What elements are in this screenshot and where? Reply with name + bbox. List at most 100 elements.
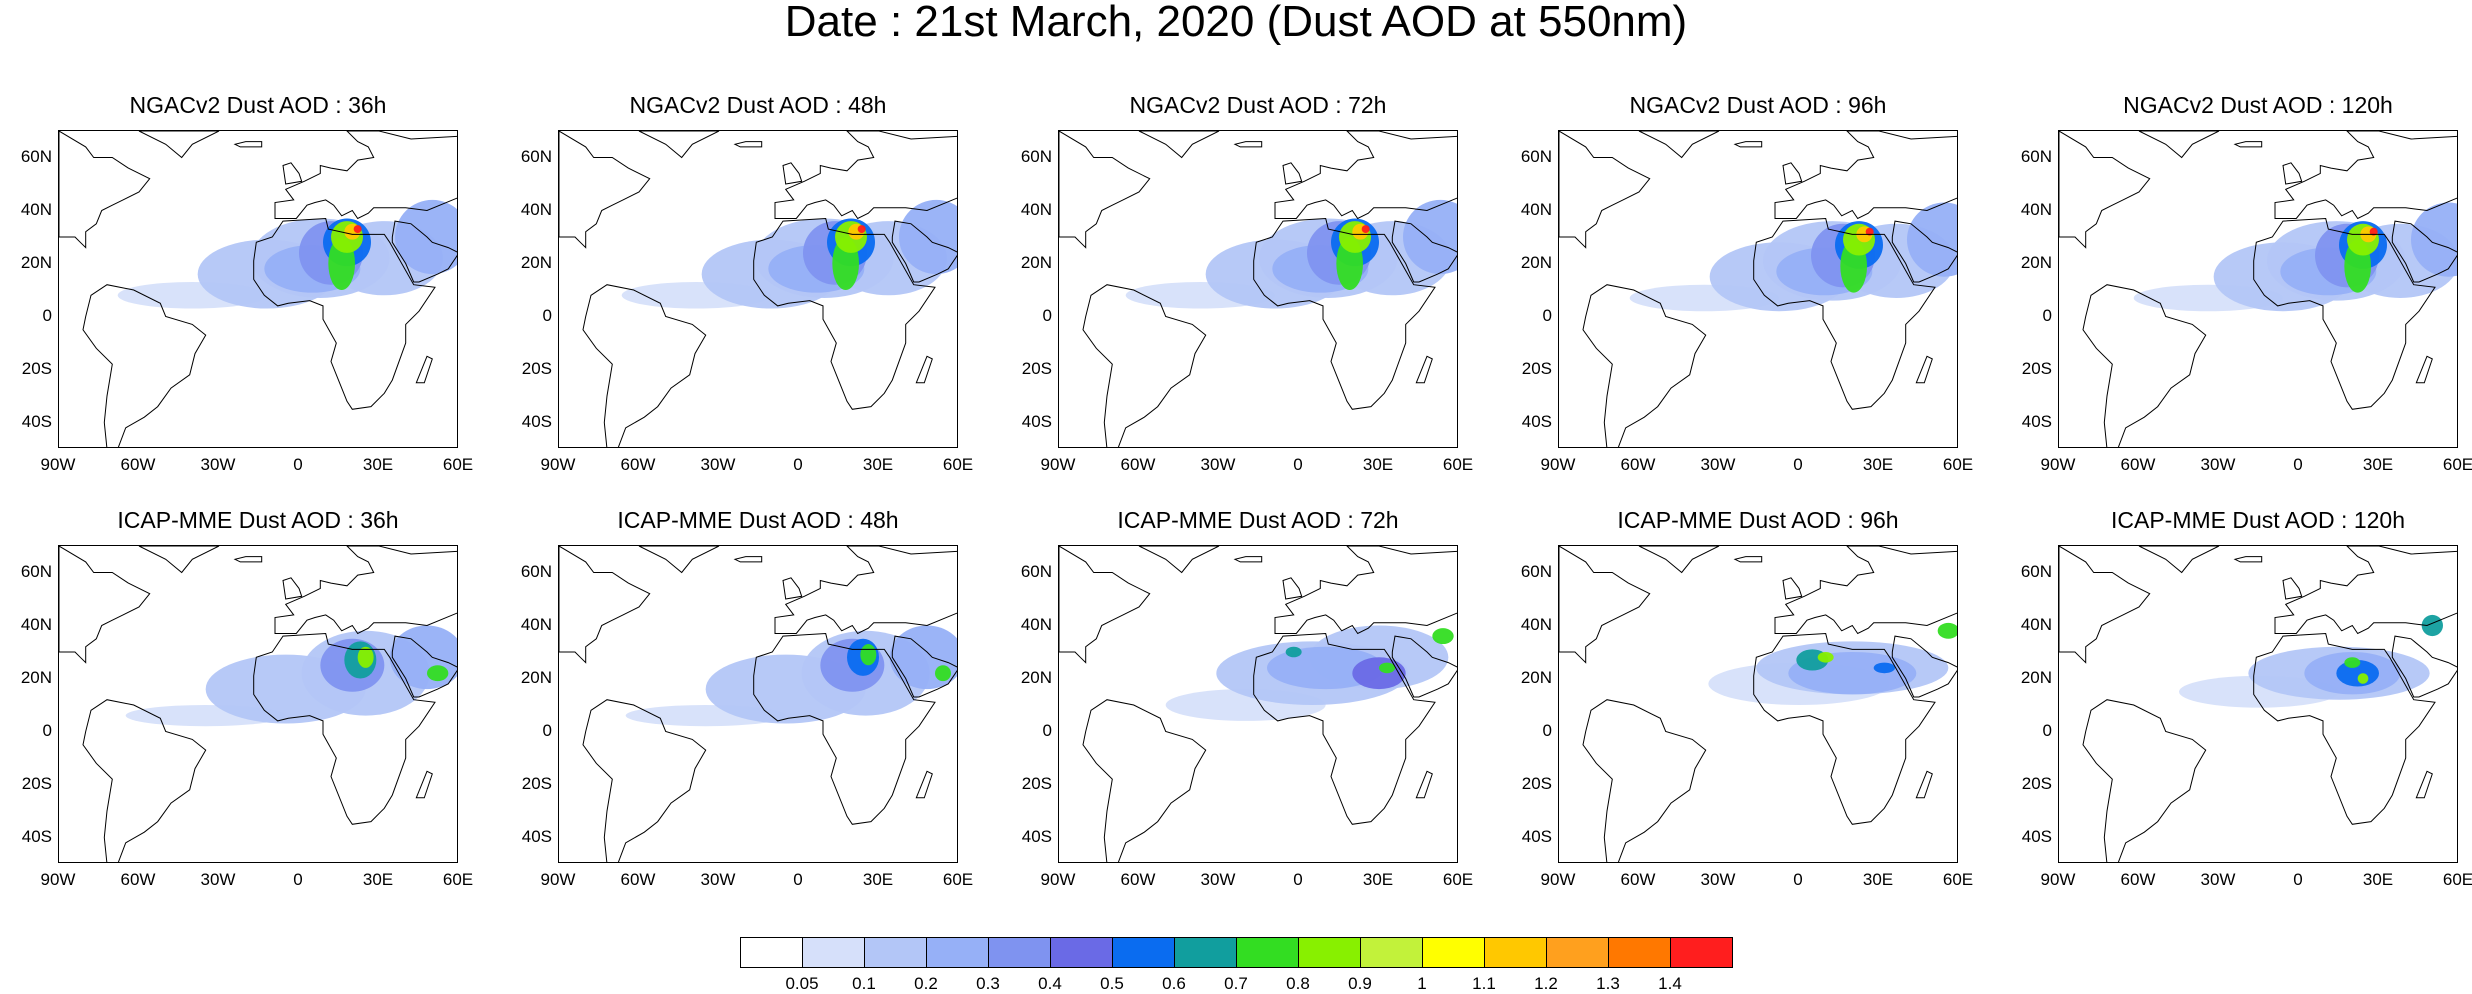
colorbar-label: 0.05 [785,974,819,993]
coastline [582,284,707,447]
coastline [82,284,207,447]
lat-tick-label: 40N [2020,199,2052,219]
lon-tick-label: 30W [2200,455,2236,474]
lon-tick-label: 90W [1540,870,1576,889]
map-canvas [1559,546,1957,862]
coastline [59,546,151,664]
lon-tick-label: 30E [1362,455,1394,474]
lon-tick-label: 0 [293,455,303,474]
colorbar-label: 1.2 [1534,974,1558,993]
lat-tick-label: 0 [42,720,52,740]
lat-tick-label: 0 [1042,720,1052,740]
lat-tick-label: 0 [42,305,52,325]
coastline [415,770,433,799]
colorbar-label: 0.8 [1286,974,1310,993]
coastline [282,162,303,185]
coastline [1253,632,1436,825]
colorbar-swatch [1236,937,1299,968]
colorbar-label: 1.3 [1596,974,1620,993]
lat-tick-label: 20N [20,667,52,687]
lat-tick-label: 40S [2021,826,2052,846]
lat-tick-label: 40N [20,199,52,219]
lon-tick-label: 30W [1700,455,1736,474]
aod-contour-region [1873,662,1895,674]
colorbar-label: 0.1 [852,974,876,993]
coastline [782,162,803,185]
lon-tick-label: 30W [1700,870,1736,889]
lat-tick-label: 20N [1020,252,1052,272]
lat-tick-label: 40N [1020,614,1052,634]
coastline [1915,355,1933,384]
colorbar-swatch [740,937,803,968]
lon-tick-label: 0 [793,455,803,474]
panel-title: ICAP-MME Dust AOD : 36h [117,507,399,533]
lat-tick-label: 60N [2020,146,2052,166]
lat-tick-label: 0 [2042,720,2052,740]
panel-title: NGACv2 Dust AOD : 72h [1129,92,1387,118]
coastline [2082,699,2207,862]
map-panel [2058,130,2458,448]
lon-tick-label: 60W [1620,870,1656,889]
map-panel [58,545,458,863]
coastline [1582,284,1707,447]
lon-tick-label: 30E [1862,455,1894,474]
lat-tick-label: 40N [520,199,552,219]
colorbar-label: 0.5 [1100,974,1124,993]
lon-tick-label: 90W [1540,455,1576,474]
coastline [559,546,651,664]
map-canvas [559,131,957,447]
lon-tick-label: 30W [200,455,236,474]
lat-tick-label: 40N [20,614,52,634]
map-canvas [59,131,457,447]
lat-tick-label: 20S [521,773,552,793]
lon-tick-label: 60E [1442,870,1474,889]
map-panel [1558,130,1958,448]
colorbar-swatch [1422,937,1485,968]
coastline [2082,284,2207,447]
coastline [1082,699,1207,862]
coastline [2138,131,2220,159]
coastline [415,355,433,384]
lon-tick-label: 30E [2362,870,2394,889]
coastline [1638,546,1720,574]
lon-tick-label: 90W [2040,870,2076,889]
colorbar-label: 1.1 [1472,974,1496,993]
coastline [2138,546,2220,574]
lat-tick-label: 40S [1521,411,1552,431]
coastline [1282,162,1303,185]
lon-tick-label: 30W [200,870,236,889]
aod-contour-region [1817,652,1834,663]
lat-tick-label: 20N [1520,252,1552,272]
lon-tick-label: 60W [2120,870,2156,889]
coastline [1415,355,1433,384]
colorbar-swatch [1484,937,1547,968]
coastline [559,131,651,249]
map-canvas [2059,546,2457,862]
lon-tick-label: 0 [1293,455,1303,474]
colorbar-swatch [926,937,989,968]
lon-tick-label: 30W [2200,870,2236,889]
lat-tick-label: 0 [1542,720,1552,740]
coastline [1638,131,1720,159]
map-canvas [1059,131,1457,447]
lat-tick-label: 60N [1520,146,1552,166]
lon-tick-label: 90W [1040,870,1076,889]
lon-tick-label: 90W [1040,455,1076,474]
coastline [2233,556,2263,563]
lon-tick-label: 60W [1120,870,1156,889]
lat-tick-label: 20N [2020,252,2052,272]
aod-contour-region [2336,659,2379,687]
coastline [82,699,207,862]
panel-title: ICAP-MME Dust AOD : 120h [2111,507,2405,533]
aod-contour-region [1907,202,1957,277]
lat-tick-label: 40N [2020,614,2052,634]
lon-tick-label: 60E [942,455,974,474]
lon-tick-label: 0 [293,870,303,889]
coastline [2274,131,2457,220]
lon-tick-label: 60E [2442,455,2472,474]
aod-contour-region [2369,227,2378,236]
lon-tick-label: 60W [620,870,656,889]
panel-title: NGACv2 Dust AOD : 48h [629,92,887,118]
lon-tick-label: 60E [442,870,474,889]
